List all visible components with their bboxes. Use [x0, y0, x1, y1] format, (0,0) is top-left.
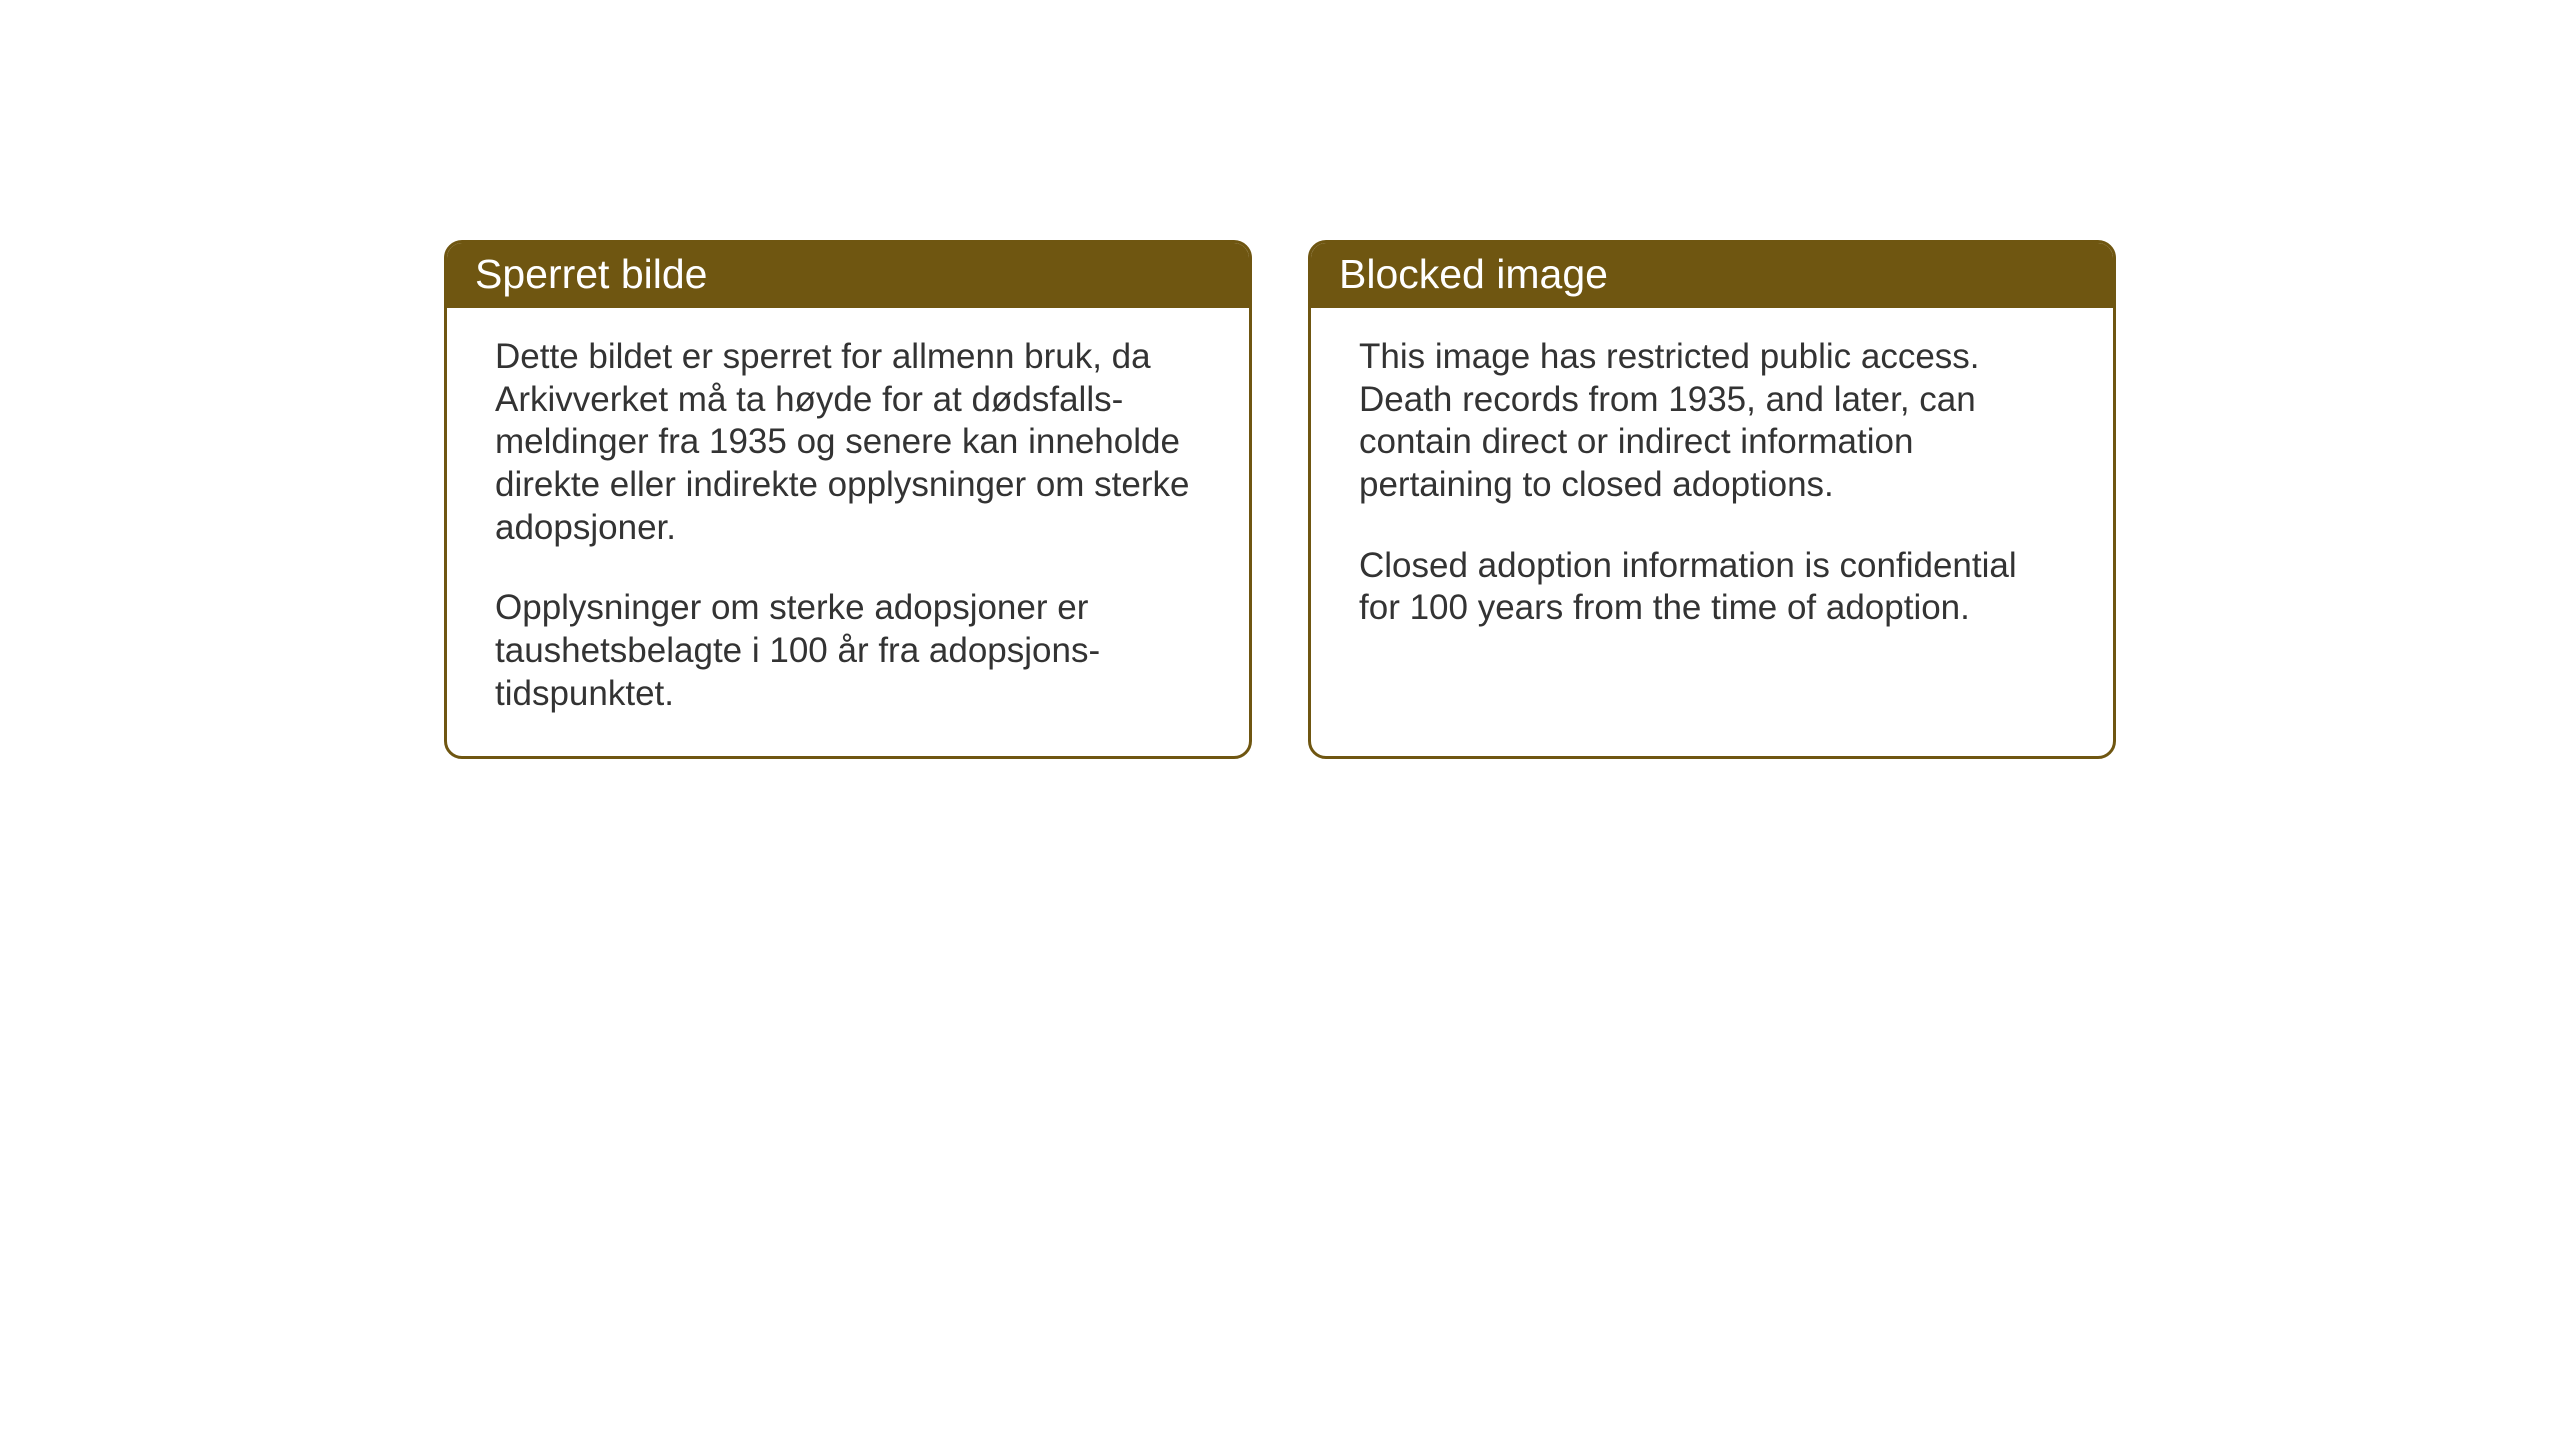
notice-card-norwegian: Sperret bilde Dette bildet er sperret fo…: [444, 240, 1252, 759]
notice-paragraph: Opplysninger om sterke adopsjoner er tau…: [495, 587, 1201, 715]
notice-header-norwegian: Sperret bilde: [447, 243, 1249, 308]
notice-body-english: This image has restricted public access.…: [1311, 308, 2113, 670]
notice-card-english: Blocked image This image has restricted …: [1308, 240, 2116, 759]
notice-header-english: Blocked image: [1311, 243, 2113, 308]
notice-container: Sperret bilde Dette bildet er sperret fo…: [444, 240, 2116, 759]
notice-paragraph: Dette bildet er sperret for allmenn bruk…: [495, 336, 1201, 549]
notice-body-norwegian: Dette bildet er sperret for allmenn bruk…: [447, 308, 1249, 756]
notice-paragraph: This image has restricted public access.…: [1359, 336, 2065, 507]
notice-paragraph: Closed adoption information is confident…: [1359, 545, 2065, 630]
